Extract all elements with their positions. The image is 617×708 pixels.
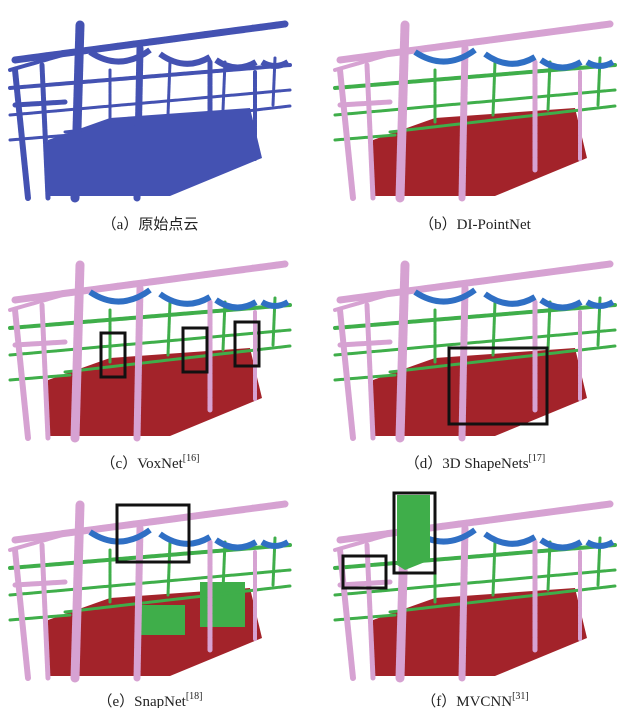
cable-arc bbox=[216, 540, 256, 548]
caption-name: MVCNN bbox=[456, 694, 512, 708]
structure bbox=[462, 48, 465, 198]
structure bbox=[223, 542, 225, 590]
caption: （c）VoxNet[16] bbox=[101, 453, 200, 472]
caption-label: （d） bbox=[405, 455, 443, 472]
cable-arc bbox=[216, 300, 256, 308]
structure bbox=[548, 542, 550, 590]
equipment bbox=[465, 605, 510, 635]
structure bbox=[15, 504, 285, 540]
structure bbox=[15, 310, 28, 438]
structure bbox=[340, 504, 610, 540]
cable-arc bbox=[541, 60, 581, 68]
cable-arc bbox=[160, 54, 210, 64]
caption-label: （a） bbox=[102, 216, 139, 233]
point-cloud bbox=[335, 264, 615, 438]
caption-ref: [31] bbox=[512, 691, 529, 702]
equipment bbox=[465, 125, 510, 155]
cable-arc bbox=[541, 300, 581, 308]
cable-arc bbox=[485, 534, 535, 544]
structure bbox=[15, 342, 65, 345]
caption-name: SnapNet bbox=[134, 694, 186, 708]
structure bbox=[548, 302, 550, 350]
structure bbox=[340, 264, 610, 300]
caption: （f）MVCNN[31] bbox=[421, 691, 529, 708]
cable-arc bbox=[485, 54, 535, 64]
structure bbox=[548, 62, 550, 110]
structure bbox=[340, 310, 353, 438]
structure bbox=[340, 70, 353, 198]
point-cloud bbox=[10, 264, 290, 438]
point-cloud bbox=[10, 24, 290, 198]
equipment bbox=[140, 365, 185, 395]
structure bbox=[15, 102, 65, 105]
structure bbox=[462, 528, 465, 678]
equipment bbox=[140, 605, 185, 635]
caption-name: DI-PointNet bbox=[457, 217, 532, 233]
cable-arc bbox=[541, 540, 581, 548]
caption-label: （c） bbox=[101, 455, 138, 472]
structure bbox=[168, 542, 170, 595]
caption-label: （f） bbox=[421, 693, 456, 708]
structure bbox=[223, 302, 225, 350]
caption-name: 3D ShapeNets bbox=[442, 456, 528, 472]
structure bbox=[15, 582, 65, 585]
structure bbox=[340, 24, 610, 60]
caption-label: （b） bbox=[419, 216, 457, 233]
equipment bbox=[397, 495, 430, 570]
cable-arc bbox=[485, 294, 535, 304]
structure bbox=[493, 542, 495, 595]
caption: （e）SnapNet[18] bbox=[97, 691, 202, 708]
caption-name: 原始点云 bbox=[138, 216, 198, 233]
point-cloud bbox=[10, 504, 290, 678]
cable-arc bbox=[216, 60, 256, 68]
structure bbox=[493, 62, 495, 115]
equipment bbox=[140, 125, 185, 155]
structure bbox=[340, 102, 390, 105]
structure bbox=[168, 302, 170, 355]
structure bbox=[462, 288, 465, 438]
point-cloud bbox=[335, 24, 615, 198]
caption: （d）3D ShapeNets[17] bbox=[405, 453, 545, 472]
structure bbox=[340, 582, 390, 585]
structure bbox=[15, 550, 28, 678]
structure bbox=[223, 62, 225, 110]
caption-name: VoxNet bbox=[137, 456, 183, 472]
structure bbox=[137, 288, 140, 438]
caption-ref: [17] bbox=[529, 453, 546, 464]
caption-label: （e） bbox=[97, 693, 134, 708]
caption: （a）原始点云 bbox=[102, 216, 199, 233]
structure bbox=[168, 62, 170, 115]
cable-arc bbox=[160, 294, 210, 304]
caption: （b）DI-PointNet bbox=[419, 216, 532, 233]
cable-arc bbox=[160, 534, 210, 544]
structure bbox=[15, 24, 285, 60]
caption-ref: [16] bbox=[183, 453, 200, 464]
structure bbox=[15, 264, 285, 300]
equipment bbox=[465, 365, 510, 395]
structure bbox=[137, 528, 140, 678]
structure bbox=[15, 70, 28, 198]
figure: （a）原始点云 （b）DI-PointNet （c）VoxNet[16] （d）3D … bbox=[0, 0, 617, 708]
caption-ref: [18] bbox=[186, 691, 203, 702]
structure bbox=[340, 342, 390, 345]
structure bbox=[137, 48, 140, 198]
